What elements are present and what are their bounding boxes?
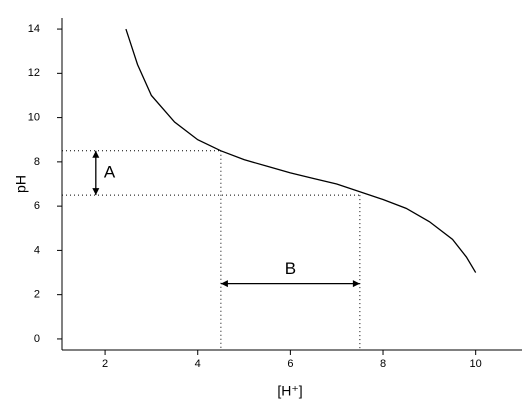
x-tick-label: 6 [287, 358, 293, 370]
y-tick-label: 8 [34, 156, 40, 168]
arrow-b-head [352, 280, 360, 288]
y-tick-label: 10 [28, 112, 40, 124]
annotation-label: B [285, 259, 296, 278]
x-tick-label: 10 [470, 358, 482, 370]
y-tick-label: 12 [28, 67, 40, 79]
x-tick-label: 8 [380, 358, 386, 370]
arrow-b-head [220, 280, 228, 288]
arrow-a-head [92, 150, 100, 158]
x-tick-label: 2 [102, 358, 108, 370]
curve [125, 28, 477, 273]
y-axis-label: pH [13, 175, 29, 193]
annotation-label: A [104, 162, 116, 181]
y-tick-label: 4 [34, 244, 40, 256]
y-tick-label: 6 [34, 200, 40, 212]
arrow-a-head [92, 188, 100, 196]
y-tick-label: 2 [34, 289, 40, 301]
x-axis-label: [H⁺] [277, 383, 302, 399]
y-tick-label: 14 [28, 23, 40, 35]
y-tick-label: 0 [34, 333, 40, 345]
x-tick-label: 4 [195, 358, 201, 370]
